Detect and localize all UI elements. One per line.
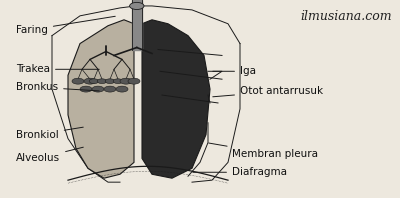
Circle shape <box>89 79 99 84</box>
Text: ilmusiana.com: ilmusiana.com <box>300 10 392 23</box>
Polygon shape <box>68 20 134 178</box>
Text: Bronkus: Bronkus <box>16 82 99 92</box>
Circle shape <box>128 78 140 84</box>
Text: Membran pleura: Membran pleura <box>209 143 318 159</box>
Circle shape <box>92 86 104 92</box>
Circle shape <box>84 78 96 84</box>
Text: Faring: Faring <box>16 16 115 35</box>
Circle shape <box>120 78 132 84</box>
Text: Bronkiol: Bronkiol <box>16 127 83 140</box>
Text: Iga: Iga <box>213 66 256 76</box>
Circle shape <box>105 79 115 84</box>
Circle shape <box>113 79 123 84</box>
Circle shape <box>130 2 144 10</box>
Circle shape <box>97 79 107 84</box>
Circle shape <box>116 86 128 92</box>
Text: Otot antarrusuk: Otot antarrusuk <box>213 86 323 97</box>
Circle shape <box>104 86 116 92</box>
Text: Trakea: Trakea <box>16 64 99 74</box>
Text: Diafragma: Diafragma <box>193 167 287 177</box>
Text: Alveolus: Alveolus <box>16 147 83 163</box>
Circle shape <box>72 78 84 84</box>
Circle shape <box>80 86 92 92</box>
Polygon shape <box>142 20 210 178</box>
